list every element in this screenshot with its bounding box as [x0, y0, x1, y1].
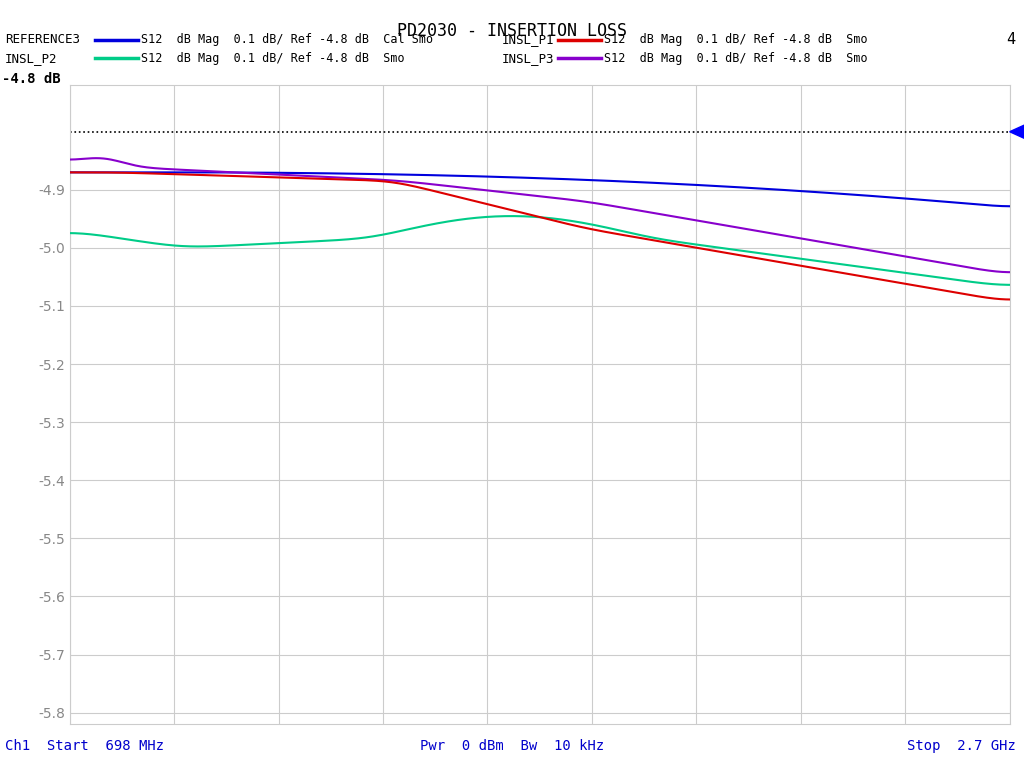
Text: S12  dB Mag  0.1 dB/ Ref -4.8 dB  Smo: S12 dB Mag 0.1 dB/ Ref -4.8 dB Smo [604, 34, 867, 46]
Text: 4: 4 [1007, 32, 1016, 48]
Polygon shape [1010, 124, 1024, 139]
Text: Stop  2.7 GHz: Stop 2.7 GHz [907, 740, 1016, 753]
Text: PD2030 - INSERTION LOSS: PD2030 - INSERTION LOSS [397, 22, 627, 39]
Text: REFERENCE3: REFERENCE3 [5, 34, 80, 46]
Text: Pwr  0 dBm  Bw  10 kHz: Pwr 0 dBm Bw 10 kHz [420, 740, 604, 753]
Text: S12  dB Mag  0.1 dB/ Ref -4.8 dB  Smo: S12 dB Mag 0.1 dB/ Ref -4.8 dB Smo [604, 52, 867, 65]
Text: INSL_P1: INSL_P1 [502, 34, 554, 46]
Text: Ch1  Start  698 MHz: Ch1 Start 698 MHz [5, 740, 164, 753]
Text: INSL_P3: INSL_P3 [502, 52, 554, 65]
Text: -4.8 dB: -4.8 dB [2, 72, 60, 86]
Text: S12  dB Mag  0.1 dB/ Ref -4.8 dB  Cal Smo: S12 dB Mag 0.1 dB/ Ref -4.8 dB Cal Smo [141, 34, 433, 46]
Text: S12  dB Mag  0.1 dB/ Ref -4.8 dB  Smo: S12 dB Mag 0.1 dB/ Ref -4.8 dB Smo [141, 52, 404, 65]
Text: INSL_P2: INSL_P2 [5, 52, 57, 65]
